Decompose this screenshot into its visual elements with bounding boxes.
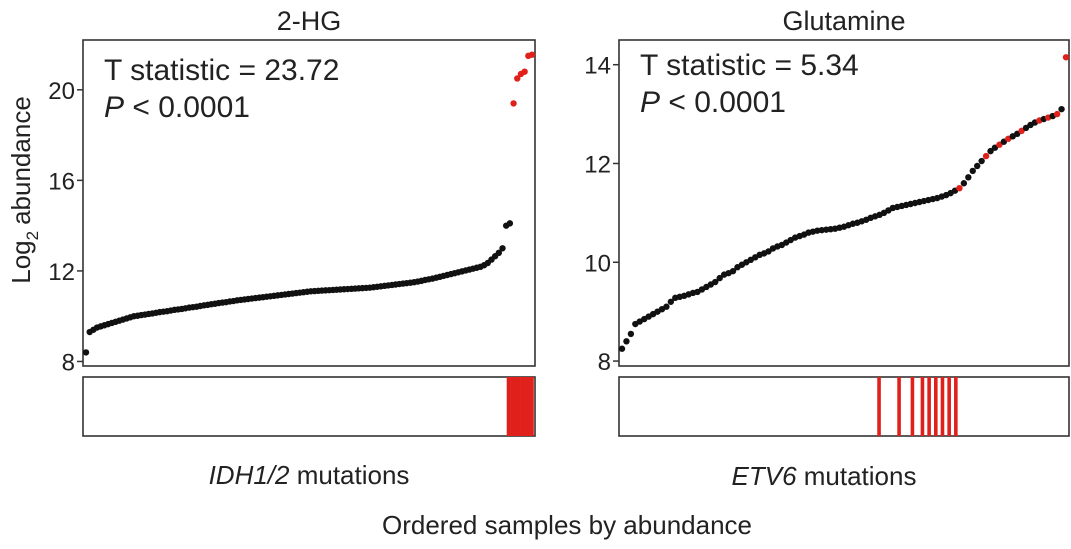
y-tick-label: 20 (48, 78, 75, 105)
data-point (960, 180, 968, 187)
data-point (716, 274, 723, 282)
data-point (618, 345, 626, 352)
mutation-bar (513, 377, 518, 436)
mutation-bar (934, 377, 938, 436)
panel-glutamine-p-value: P < 0.0001 (640, 86, 786, 119)
panel-glutamine-mutation-gene: ETV6 (732, 461, 798, 491)
data-point-mutated (1053, 110, 1061, 118)
panel-glutamine-mutation-suffix: mutations (797, 461, 917, 491)
y-tick-label: 8 (62, 349, 75, 376)
data-point (974, 162, 981, 170)
panel-glutamine-p-symbol: P (640, 86, 660, 119)
data-point (499, 245, 506, 252)
data-point-mutated (521, 68, 528, 75)
mutation-bar (927, 377, 931, 436)
mutation-bar (530, 377, 534, 436)
panel-glutamine: Glutamine 8 10 12 14 T statistic = 5.34 P <… (584, 6, 1070, 491)
panel-glutamine-points (618, 54, 1070, 352)
panel-glutamine-mutation-bars (877, 377, 958, 436)
data-point (623, 338, 630, 345)
panel-glutamine-mutation-frame (618, 376, 1070, 437)
mutation-bar (940, 377, 945, 436)
data-point (729, 267, 737, 275)
data-point-mutated (982, 152, 990, 160)
shared-y-axis-label-main: Log (6, 240, 36, 283)
y-tick-label: 10 (584, 250, 611, 277)
shared-y-axis-label-subscript: 2 (23, 231, 42, 240)
y-tick-label: 8 (598, 349, 611, 376)
data-point (1058, 105, 1065, 113)
data-point-mutated (510, 100, 517, 107)
mutation-bar (897, 377, 901, 436)
panel-2hg-mutation-gene: IDH1/2 (209, 460, 290, 490)
mutation-bar (920, 377, 925, 436)
mutation-bar (910, 377, 915, 436)
panel-2hg-p-symbol: P (104, 91, 124, 124)
panel-2hg-y-ticks: 8 12 16 20 (48, 78, 83, 376)
panel-2hg-mutation-frame (82, 376, 536, 437)
mutation-bar (510, 377, 514, 436)
shared-y-axis-label-rest: abundance (6, 96, 36, 225)
mutation-bar (947, 377, 951, 436)
data-point (965, 174, 972, 181)
data-point (667, 298, 675, 305)
data-point-mutated (1062, 54, 1070, 61)
panel-glutamine-y-ticks: 8 10 12 14 (584, 53, 619, 376)
data-point (987, 147, 994, 155)
panel-2hg-t-statistic: T statistic = 23.72 (104, 54, 339, 87)
data-point (663, 303, 670, 310)
panel-2hg-p-rest: < 0.0001 (124, 91, 250, 124)
mutation-bar (526, 377, 531, 436)
panel-2hg-points (82, 51, 536, 356)
mutation-bar (516, 377, 521, 436)
mutation-bar (954, 377, 958, 436)
panel-glutamine-plot-frame (618, 39, 1070, 367)
data-point-mutated (956, 184, 963, 192)
panel-2hg-p-value: P < 0.0001 (104, 91, 250, 124)
data-point (627, 330, 635, 338)
panel-glutamine-title: Glutamine (782, 6, 905, 36)
mutation-bar (520, 377, 524, 436)
data-point (495, 249, 503, 257)
mutation-bar (506, 377, 511, 436)
data-point (506, 220, 514, 227)
data-point (712, 278, 719, 286)
y-tick-label: 14 (584, 53, 611, 80)
data-point (969, 167, 976, 175)
panel-2hg-mutation-suffix: mutations (289, 460, 409, 490)
panel-2hg-title: 2-HG (277, 6, 342, 36)
shared-x-axis-label: Ordered samples by abundance (382, 510, 752, 540)
mutation-bar (877, 377, 881, 436)
y-tick-label: 12 (48, 259, 75, 286)
shared-y-axis-label: Log2 abundance (6, 96, 42, 284)
data-point (978, 157, 985, 165)
y-tick-label: 12 (584, 151, 611, 178)
panel-2hg: 2-HG 8 12 16 20 T statistic = 23.72 P < 0.0… (48, 6, 536, 490)
data-point-mutated (514, 75, 521, 82)
y-tick-label: 16 (48, 168, 75, 195)
panel-2hg-mutation-bars (506, 377, 534, 436)
data-point-mutated (528, 51, 536, 58)
panel-glutamine-mutation-label: ETV6 mutations (732, 461, 917, 491)
mutation-bar (523, 377, 528, 436)
panel-glutamine-t-statistic: T statistic = 5.34 (640, 49, 859, 82)
data-point (82, 349, 90, 356)
panel-glutamine-p-rest: < 0.0001 (660, 86, 786, 119)
panel-2hg-mutation-label: IDH1/2 mutations (209, 460, 410, 490)
panel-2hg-plot-frame (82, 39, 536, 367)
